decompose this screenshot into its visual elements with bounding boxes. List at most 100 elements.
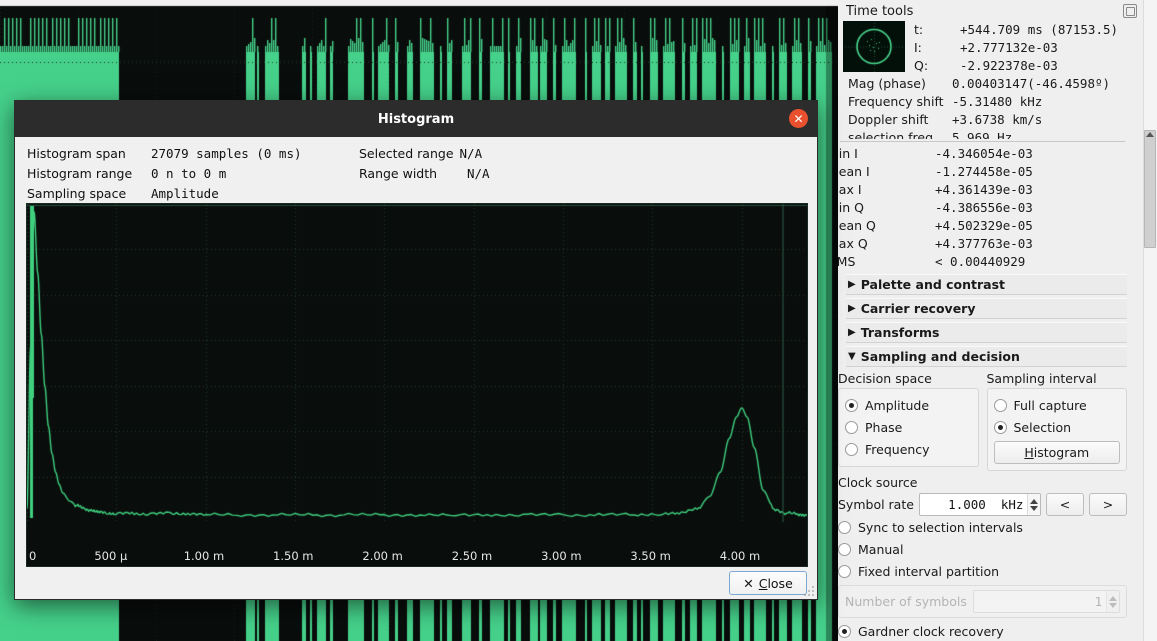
radio-icon	[993, 420, 1007, 434]
stat-key: Min Q	[838, 200, 864, 215]
radio-label: Full capture	[1013, 397, 1087, 413]
number-of-symbols-label: Number of symbols	[845, 594, 967, 609]
info-value: N/A	[467, 166, 490, 181]
histogram-button[interactable]: Histogram	[993, 441, 1120, 464]
info-key: Histogram span	[27, 146, 126, 161]
radio-label: Gardner clock recovery	[858, 623, 1004, 639]
time-row-value: -5.31480 kHz	[952, 94, 1043, 109]
stat-value: +4.502329e-05	[935, 218, 1033, 233]
group-label: Carrier recovery	[860, 301, 976, 316]
group-palette-and-contrast[interactable]: ▶ Palette and contrast	[846, 274, 1127, 295]
histogram-x-axis: 0 500 µ 1.00 m 1.50 m 2.00 m 2.50 m 3.00 m 3.50…	[27, 544, 807, 566]
radio-amplitude[interactable]: Amplitude	[845, 394, 972, 416]
symbol-rate-label: Symbol rate	[838, 497, 914, 512]
stat-row: Mean I -1.274458e-05	[838, 163, 1143, 181]
symbol-rate-prev-button[interactable]: <	[1046, 493, 1084, 516]
x-axis-tick-label: 1.50 m	[273, 549, 314, 563]
sampling-interval-column: Sampling interval Full capture Selection	[986, 369, 1127, 471]
info-key: Selected range	[359, 146, 454, 161]
spinner-up-icon[interactable]	[1030, 498, 1039, 504]
histogram-dialog: Histogram ✕ Histogram span 27079 samples…	[14, 100, 818, 600]
stat-key: Mean I	[838, 164, 870, 179]
time-row-value: 0.00403147(-46.4598º)	[952, 76, 1111, 91]
group-carrier-recovery[interactable]: ▶ Carrier recovery	[846, 298, 1127, 319]
radio-selection[interactable]: Selection	[993, 416, 1121, 438]
radio-sync-to-selection-intervals[interactable]: Sync to selection intervals	[838, 516, 1127, 538]
stat-key: Max Q	[838, 236, 868, 251]
radio-phase[interactable]: Phase	[845, 416, 972, 438]
symbol-rate-next-button[interactable]: >	[1089, 493, 1127, 516]
stat-value: +4.361439e-03	[935, 182, 1033, 197]
x-axis-tick-label: 1.00 m	[183, 549, 225, 563]
decision-space-column: Decision space Amplitude Phase	[838, 369, 979, 471]
time-row-key: t:	[914, 22, 924, 37]
stat-row: RMS < 0.00440929	[838, 253, 1143, 271]
dialog-titlebar[interactable]: Histogram ✕	[15, 101, 817, 137]
radio-label: Fixed interval partition	[858, 563, 1000, 579]
side-panel: Time tools t: +544.709 ms (87153.5) I: +…	[838, 0, 1157, 641]
stat-key: Min I	[838, 146, 858, 161]
clock-source-label: Clock source	[838, 475, 918, 490]
group-label: Sampling and decision	[860, 349, 1020, 364]
symbol-rate-row: Symbol rate < >	[838, 493, 1127, 516]
radio-icon	[838, 624, 851, 638]
time-row-value: 5.969 Hz	[952, 130, 1013, 139]
spinner-down-icon	[1109, 602, 1118, 608]
histogram-plot[interactable]: 0 500 µ 1.00 m 1.50 m 2.00 m 2.50 m 3.00 m 3.50…	[26, 203, 808, 567]
constellation-thumbnail[interactable]	[843, 21, 905, 72]
radio-label: Frequency	[865, 441, 930, 457]
spinner-down-icon[interactable]	[1030, 505, 1039, 511]
group-sampling-and-decision[interactable]: ▼ Sampling and decision	[846, 346, 1127, 367]
info-key: Histogram range	[27, 166, 133, 181]
scroll-up-icon[interactable]	[1144, 127, 1156, 141]
x-axis-tick-label: 2.50 m	[451, 549, 493, 563]
radio-full-capture[interactable]: Full capture	[993, 394, 1121, 416]
time-row-key: Doppler shift	[848, 112, 929, 127]
radio-icon	[845, 420, 858, 434]
radio-label: Phase	[865, 419, 903, 435]
radio-icon	[838, 520, 851, 534]
number-of-symbols-spinbox	[972, 590, 1120, 613]
stat-value: +4.377763e-03	[935, 236, 1033, 251]
radio-gardner-clock-recovery[interactable]: Gardner clock recovery	[838, 620, 1127, 641]
info-value: 0 n to 0 m	[151, 166, 227, 181]
detach-panel-icon[interactable]	[1123, 4, 1137, 18]
radio-manual[interactable]: Manual	[838, 538, 1127, 560]
spinner-up-icon	[1109, 595, 1118, 601]
scrollbar-thumb[interactable]	[1144, 130, 1156, 248]
close-button[interactable]: ✕ Close	[729, 571, 807, 595]
radio-frequency[interactable]: Frequency	[845, 438, 972, 460]
symbol-rate-input[interactable]	[919, 494, 1028, 515]
histogram-button-label: istogram	[1033, 445, 1090, 460]
spinner-arrows[interactable]	[1027, 494, 1040, 515]
close-x-icon: ✕	[743, 575, 754, 591]
dialog-footer: ✕ Close	[15, 567, 817, 599]
time-tools-body: t: +544.709 ms (87153.5) I: +2.777132e-0…	[838, 21, 1143, 139]
decision-space-label: Decision space	[838, 371, 932, 386]
time-tools-row: Frequency shift -5.31480 kHz	[848, 93, 1143, 111]
radio-label: Sync to selection intervals	[858, 519, 1023, 535]
resize-grip[interactable]	[803, 585, 815, 597]
symbol-rate-spinbox[interactable]	[918, 493, 1041, 516]
close-icon[interactable]: ✕	[789, 109, 808, 128]
constellation-canvas	[843, 21, 905, 72]
time-row-value: -2.922378e-03	[960, 58, 1058, 73]
radio-label: Amplitude	[865, 397, 930, 413]
radio-icon	[838, 542, 851, 556]
info-line: Histogram range 0 n to 0 m Range width N…	[27, 164, 805, 184]
panel-scrollbar[interactable]	[1143, 0, 1157, 641]
x-axis-tick-label: 2.00 m	[362, 549, 403, 563]
histogram-canvas[interactable]	[27, 204, 807, 544]
time-tools-row: t: +544.709 ms (87153.5)	[914, 21, 1143, 39]
radio-icon	[845, 398, 858, 412]
panel-title: Time tools	[846, 4, 914, 19]
time-row-key: I:	[914, 40, 922, 55]
radio-fixed-interval-partition[interactable]: Fixed interval partition	[838, 560, 1127, 582]
stat-value: -4.346054e-03	[935, 146, 1033, 161]
time-tools-row: Mag (phase) 0.00403147(-46.4598º)	[848, 75, 1143, 93]
time-row-value: +2.777132e-03	[960, 40, 1058, 55]
info-value: N/A	[459, 146, 483, 161]
chevron-down-icon: ▼	[848, 350, 856, 362]
group-transforms[interactable]: ▶ Transforms	[846, 322, 1127, 343]
stat-key: Mean Q	[838, 218, 876, 233]
